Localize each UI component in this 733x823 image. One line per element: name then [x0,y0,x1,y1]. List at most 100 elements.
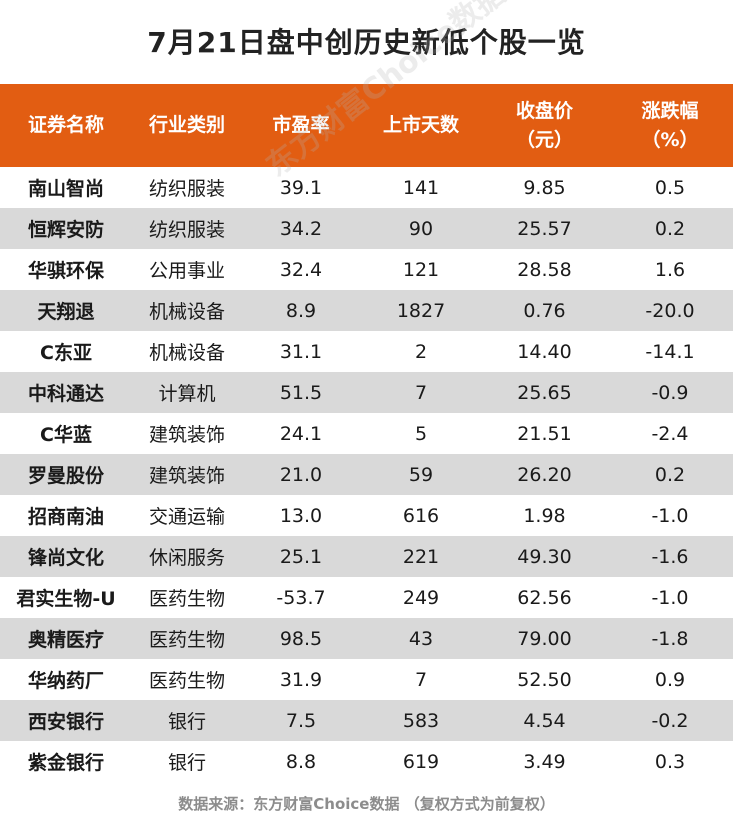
cell-days: 7 [414,668,428,691]
cell-pe: 39.1 [279,176,323,199]
cell-change: 0.5 [654,176,686,199]
cell-industry: 建筑装饰 [148,465,225,487]
table-row: 君实生物-U 医药生物 -53.7 249 62.56 -1.0 [0,577,733,618]
cell-close: 52.50 [517,668,572,691]
cell-industry: 计算机 [158,383,216,405]
cell-industry: 纺织服装 [148,178,225,200]
cell-pe: 8.8 [285,750,317,773]
cell-name: C华蓝 [40,424,92,446]
cell-days: 2 [414,340,428,363]
table-body: 南山智尚 纺织服装 39.1 141 9.85 0.5 恒辉安防 纺织服装 34.2 90 25.5… [0,167,733,782]
table-row: 南山智尚 纺织服装 39.1 141 9.85 0.5 [0,167,733,208]
table-header: 证券名称 行业类别 市盈率 上市天数 收盘价 （元） 涨跌幅 （%） [0,84,733,167]
cell-name: 恒辉安防 [27,219,104,241]
cell-name: 西安银行 [27,711,104,733]
table-row: 华骐环保 公用事业 32.4 121 28.58 1.6 [0,249,733,290]
cell-industry: 机械设备 [148,301,225,323]
cell-days: 5 [414,422,428,445]
cell-industry: 医药生物 [148,588,225,610]
table-row: 天翔退 机械设备 8.9 1827 0.76 -20.0 [0,290,733,331]
cell-change: -14.1 [645,340,695,363]
cell-name: 罗曼股份 [27,465,104,487]
cell-pe: 31.1 [279,340,323,363]
cell-close: 14.40 [517,340,572,363]
cell-close: 9.85 [523,176,566,199]
cell-pe: 24.1 [279,422,323,445]
header-change-line1: 涨跌幅 [641,99,699,122]
header-close-line1: 收盘价 [515,99,573,122]
cell-days: 90 [408,217,434,240]
cell-name: 紫金银行 [27,752,104,774]
table-row: C东亚 机械设备 31.1 2 14.40 -14.1 [0,331,733,372]
cell-change: 0.2 [654,217,686,240]
header-close-line2: （元） [515,128,573,151]
cell-change: 0.3 [654,750,686,773]
cell-close: 3.49 [523,750,566,773]
cell-pe: 8.9 [285,299,317,322]
header-pe: 市盈率 [272,114,330,136]
cell-industry: 机械设备 [148,342,225,364]
cell-pe: 34.2 [279,217,323,240]
cell-days: 59 [408,463,434,486]
cell-close: 25.65 [517,381,572,404]
header-days: 上市天数 [382,114,459,136]
cell-days: 221 [402,545,440,568]
table-row: 锋尚文化 休闲服务 25.1 221 49.30 -1.6 [0,536,733,577]
table-row: 罗曼股份 建筑装饰 21.0 59 26.20 0.2 [0,454,733,495]
cell-days: 619 [402,750,440,773]
cell-close: 1.98 [523,504,566,527]
header-name: 证券名称 [27,114,104,136]
cell-change: -2.4 [651,422,689,445]
cell-pe: -53.7 [276,586,326,609]
cell-close: 21.51 [517,422,572,445]
cell-pe: 25.1 [279,545,323,568]
cell-days: 121 [402,258,440,281]
cell-close: 26.20 [517,463,572,486]
table-row: 奥精医疗 医药生物 98.5 43 79.00 -1.8 [0,618,733,659]
header-change-line2: （%） [641,128,699,151]
cell-industry: 交通运输 [148,506,225,528]
table-row: 招商南油 交通运输 13.0 616 1.98 -1.0 [0,495,733,536]
cell-days: 7 [414,381,428,404]
cell-change: 0.2 [654,463,686,486]
cell-name: 奥精医疗 [27,629,104,651]
cell-close: 0.76 [523,299,566,322]
table-row: 恒辉安防 纺织服装 34.2 90 25.57 0.2 [0,208,733,249]
cell-industry: 建筑装饰 [148,424,225,446]
cell-change: -0.2 [651,709,689,732]
cell-days: 616 [402,504,440,527]
cell-close: 49.30 [517,545,572,568]
cell-industry: 银行 [167,752,206,774]
cell-close: 28.58 [517,258,572,281]
page-title: 7月21日盘中创历史新低个股一览 [147,26,586,59]
cell-pe: 51.5 [279,381,323,404]
cell-pe: 13.0 [279,504,323,527]
table-row: 华纳药厂 医药生物 31.9 7 52.50 0.9 [0,659,733,700]
cell-industry: 医药生物 [148,629,225,651]
cell-pe: 31.9 [279,668,323,691]
cell-change: 1.6 [654,258,686,281]
cell-change: -20.0 [645,299,695,322]
table-row: C华蓝 建筑装饰 24.1 5 21.51 -2.4 [0,413,733,454]
cell-industry: 休闲服务 [148,547,225,569]
cell-days: 1827 [396,299,446,322]
cell-name: 中科通达 [27,383,104,405]
cell-change: -1.0 [651,586,689,609]
cell-name: 华骐环保 [27,260,104,282]
cell-change: -1.8 [651,627,689,650]
cell-name: 南山智尚 [27,178,104,200]
cell-industry: 银行 [167,711,206,733]
cell-days: 583 [402,709,440,732]
cell-name: 君实生物-U [16,588,116,610]
cell-pe: 21.0 [279,463,323,486]
cell-name: 锋尚文化 [27,547,104,569]
cell-close: 62.56 [517,586,572,609]
cell-change: -1.6 [651,545,689,568]
cell-name: 天翔退 [37,301,95,323]
cell-change: -1.0 [651,504,689,527]
cell-change: 0.9 [654,668,686,691]
cell-pe: 7.5 [285,709,317,732]
data-source-footer: 数据来源：东方财富Choice数据 （复权方式为前复权） [178,794,555,813]
cell-days: 249 [402,586,440,609]
cell-close: 79.00 [517,627,572,650]
